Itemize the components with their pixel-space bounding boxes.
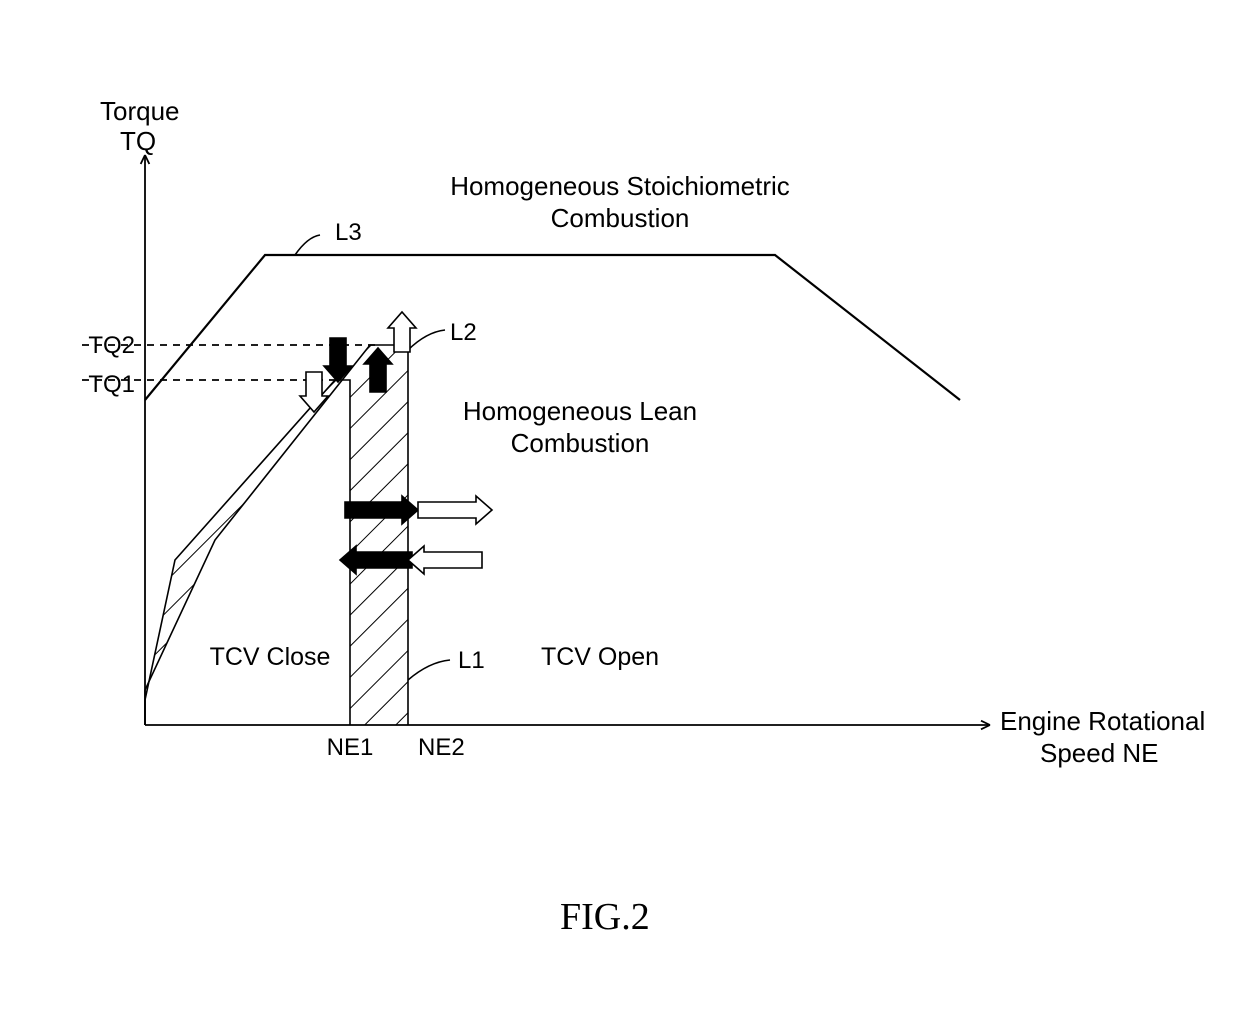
label-stoich-1: Homogeneous Stoichiometric xyxy=(450,171,790,201)
leader-L3 xyxy=(295,235,320,255)
tick-NE1: NE1 xyxy=(327,734,374,761)
label-tcv-open: TCV Open xyxy=(541,643,659,671)
curve-L3 xyxy=(145,255,960,400)
leader-label-L1: L1 xyxy=(458,647,485,674)
leader-label-L3: L3 xyxy=(335,219,362,246)
leader-L2 xyxy=(408,330,445,350)
figure-caption: FIG.2 xyxy=(560,895,650,939)
boundary-L2-inner xyxy=(145,380,350,725)
y-axis-label-line2: TQ xyxy=(120,126,156,156)
y-axis-label-line1: Torque xyxy=(100,96,180,126)
x-axis-label-line2: Speed NE xyxy=(1040,738,1159,768)
tick-TQ2: TQ2 xyxy=(88,332,135,359)
label-tcv-close: TCV Close xyxy=(210,643,331,671)
tick-NE2: NE2 xyxy=(418,734,465,761)
arrow-hollow-right xyxy=(418,496,492,524)
leader-label-L2: L2 xyxy=(450,319,477,346)
leader-L1 xyxy=(408,660,450,680)
x-axis-label-line1: Engine Rotational xyxy=(1000,706,1205,736)
label-stoich-2: Combustion xyxy=(551,203,690,233)
arrow-hollow-left xyxy=(408,546,482,574)
figure-canvas: TorqueTQ Engine RotationalSpeed NE TQ2 TQ1 N… xyxy=(0,0,1240,1028)
tick-TQ1: TQ1 xyxy=(88,371,135,398)
label-lean-2: Combustion xyxy=(511,428,650,458)
figure-svg: TorqueTQ Engine RotationalSpeed NE TQ2 TQ1 N… xyxy=(0,0,1240,1028)
label-lean-1: Homogeneous Lean xyxy=(463,396,697,426)
